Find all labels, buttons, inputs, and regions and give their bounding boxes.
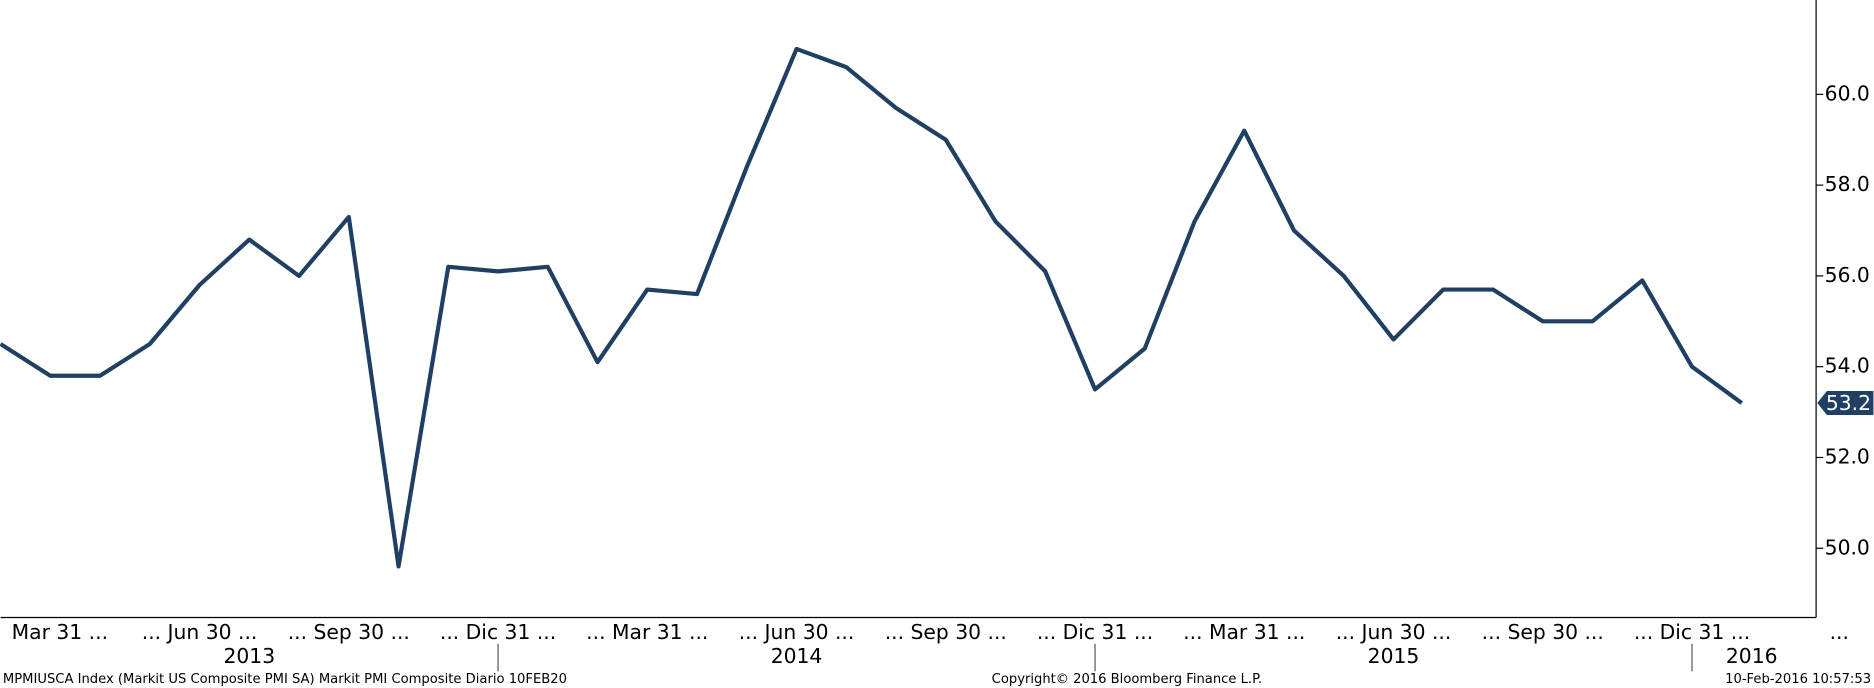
last-value-label: 53.2: [1826, 391, 1871, 415]
x-tick-label: ...: [1830, 620, 1849, 644]
year-label: 2016: [1726, 644, 1778, 668]
x-tick-label: ... Dic 31 ...: [1037, 620, 1153, 644]
year-label: 2015: [1368, 644, 1420, 668]
x-tick-label: ... Jun 30 ...: [1336, 620, 1452, 644]
x-tick-label: ... Sep 30 ...: [288, 620, 410, 644]
x-tick-label: Mar 31 ...: [12, 620, 108, 644]
footer-right: 10-Feb-2016 10:57:53: [1725, 672, 1871, 687]
x-tick-label: ... Dic 31 ...: [1634, 620, 1750, 644]
year-label: 2013: [223, 644, 275, 668]
x-tick-label: ... Jun 30 ...: [739, 620, 855, 644]
x-tick-label: ... Sep 30 ...: [1482, 620, 1604, 644]
y-tick-label: 52.0: [1825, 444, 1870, 468]
footer-left: MPMIUSCA Index (Markit US Composite PMI …: [3, 672, 567, 687]
y-tick-label: 60.0: [1825, 81, 1870, 105]
x-tick-label: ... Mar 31 ...: [1183, 620, 1305, 644]
last-value-badge: [1817, 391, 1874, 415]
x-tick-label: ... Jun 30 ...: [142, 620, 258, 644]
line: [0, 46, 1743, 569]
y-tick-label: 50.0: [1825, 535, 1870, 559]
footer-center: Copyright© 2016 Bloomberg Finance L.P.: [992, 672, 1262, 687]
x-tick-label: ... Dic 31 ...: [440, 620, 556, 644]
y-tick-label: 56.0: [1825, 263, 1870, 287]
y-tick-label: 54.0: [1825, 354, 1870, 378]
x-tick-label: ... Mar 31 ...: [586, 620, 708, 644]
y-tick-label: 58.0: [1825, 172, 1870, 196]
x-tick-label: ... Sep 30 ...: [885, 620, 1007, 644]
year-label: 2014: [771, 644, 823, 668]
